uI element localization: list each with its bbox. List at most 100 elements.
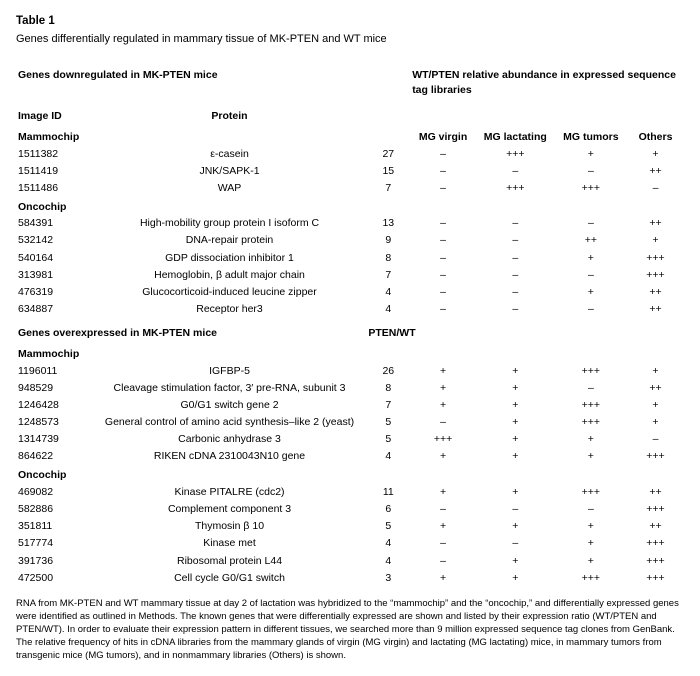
mg-tumors-cell: +++ xyxy=(555,396,627,413)
image-id-cell: 1314739 xyxy=(16,431,93,448)
ratio-label-ptenwt: PTEN/WT xyxy=(366,318,410,344)
gene-table: Genes downregulated in MK-PTEN miceWT/PT… xyxy=(16,60,684,586)
col-mg-tumors: MG tumors xyxy=(555,127,627,145)
mg-tumors-cell: – xyxy=(555,215,627,232)
mg-lactating-cell: + xyxy=(476,431,555,448)
ratio-cell: 5 xyxy=(366,414,410,431)
mg-lactating-cell: + xyxy=(476,569,555,586)
mg-tumors-cell: +++ xyxy=(555,362,627,379)
table-label: Table 1 xyxy=(16,14,684,30)
mg-virgin-cell: – xyxy=(410,283,476,300)
mg-virgin-cell: – xyxy=(410,552,476,569)
protein-cell: General control of amino acid synthesis–… xyxy=(93,414,367,431)
image-id-cell: 1511382 xyxy=(16,145,93,162)
image-id-cell: 1196011 xyxy=(16,362,93,379)
subhead-mammochip: Mammochip xyxy=(16,127,93,145)
image-id-cell: 1246428 xyxy=(16,396,93,413)
protein-cell: Kinase met xyxy=(93,535,367,552)
image-id-cell: 313981 xyxy=(16,266,93,283)
others-cell: +++ xyxy=(627,448,684,465)
others-cell: + xyxy=(627,414,684,431)
mg-virgin-cell: – xyxy=(410,535,476,552)
table-caption: Genes differentially regulated in mammar… xyxy=(16,32,684,47)
protein-cell: JNK/SAPK-1 xyxy=(93,162,367,179)
image-id-cell: 469082 xyxy=(16,483,93,500)
mg-virgin-cell: + xyxy=(410,483,476,500)
ratio-cell: 8 xyxy=(366,249,410,266)
ratio-cell: 5 xyxy=(366,518,410,535)
ratio-cell: 4 xyxy=(366,301,410,318)
mg-lactating-cell: + xyxy=(476,518,555,535)
image-id-cell: 472500 xyxy=(16,569,93,586)
others-cell: +++ xyxy=(627,569,684,586)
mg-lactating-cell: + xyxy=(476,552,555,569)
mg-virgin-cell: + xyxy=(410,379,476,396)
protein-cell: WAP xyxy=(93,179,367,196)
mg-tumors-cell: + xyxy=(555,535,627,552)
protein-cell: RIKEN cDNA 2310043N10 gene xyxy=(93,448,367,465)
image-id-cell: 532142 xyxy=(16,232,93,249)
protein-cell: Thymosin β 10 xyxy=(93,518,367,535)
mg-lactating-cell: + xyxy=(476,362,555,379)
mg-lactating-cell: – xyxy=(476,215,555,232)
mg-lactating-cell: – xyxy=(476,249,555,266)
protein-cell: Complement component 3 xyxy=(93,500,367,517)
image-id-cell: 948529 xyxy=(16,379,93,396)
others-cell: + xyxy=(627,145,684,162)
mg-tumors-cell: + xyxy=(555,448,627,465)
others-cell: – xyxy=(627,179,684,196)
mg-tumors-cell: +++ xyxy=(555,179,627,196)
mg-virgin-cell: – xyxy=(410,179,476,196)
section-downregulated: Genes downregulated in MK-PTEN mice xyxy=(16,60,366,100)
ratio-cell: 15 xyxy=(366,162,410,179)
others-cell: +++ xyxy=(627,535,684,552)
mg-lactating-cell: – xyxy=(476,283,555,300)
ratio-cell: 4 xyxy=(366,535,410,552)
image-id-cell: 391736 xyxy=(16,552,93,569)
ratio-cell: 4 xyxy=(366,552,410,569)
mg-tumors-cell: – xyxy=(555,162,627,179)
others-cell: ++ xyxy=(627,483,684,500)
protein-cell: Receptor her3 xyxy=(93,301,367,318)
col-image-id: Image ID xyxy=(16,101,93,127)
table-title-block: Table 1 Genes differentially regulated i… xyxy=(16,14,684,46)
image-id-cell: 540164 xyxy=(16,249,93,266)
others-cell: +++ xyxy=(627,552,684,569)
image-id-cell: 1511419 xyxy=(16,162,93,179)
subhead-mammochip-2: Mammochip xyxy=(16,344,684,362)
col-protein: Protein xyxy=(93,101,367,127)
mg-virgin-cell: – xyxy=(410,249,476,266)
image-id-cell: 1511486 xyxy=(16,179,93,196)
mg-virgin-cell: – xyxy=(410,500,476,517)
others-cell: ++ xyxy=(627,301,684,318)
image-id-cell: 517774 xyxy=(16,535,93,552)
mg-tumors-cell: – xyxy=(555,379,627,396)
mg-tumors-cell: ++ xyxy=(555,232,627,249)
mg-lactating-cell: + xyxy=(476,483,555,500)
mg-virgin-cell: – xyxy=(410,162,476,179)
mg-virgin-cell: – xyxy=(410,266,476,283)
others-cell: ++ xyxy=(627,215,684,232)
mg-lactating-cell: – xyxy=(476,500,555,517)
ratio-cell: 4 xyxy=(366,283,410,300)
ratio-cell: 6 xyxy=(366,500,410,517)
others-cell: + xyxy=(627,232,684,249)
mg-lactating-cell: – xyxy=(476,266,555,283)
spacer xyxy=(366,60,410,100)
ratio-cell: 5 xyxy=(366,431,410,448)
others-cell: + xyxy=(627,362,684,379)
protein-cell: DNA-repair protein xyxy=(93,232,367,249)
mg-tumors-cell: + xyxy=(555,552,627,569)
image-id-cell: 634887 xyxy=(16,301,93,318)
protein-cell: Glucocorticoid-induced leucine zipper xyxy=(93,283,367,300)
ratio-cell: 7 xyxy=(366,179,410,196)
ratio-cell: 27 xyxy=(366,145,410,162)
col-mg-lactating: MG lactating xyxy=(476,127,555,145)
mg-lactating-cell: – xyxy=(476,535,555,552)
mg-lactating-cell: – xyxy=(476,232,555,249)
image-id-cell: 476319 xyxy=(16,283,93,300)
others-cell: +++ xyxy=(627,266,684,283)
mg-tumors-cell: – xyxy=(555,266,627,283)
col-mg-virgin: MG virgin xyxy=(410,127,476,145)
mg-tumors-cell: + xyxy=(555,283,627,300)
